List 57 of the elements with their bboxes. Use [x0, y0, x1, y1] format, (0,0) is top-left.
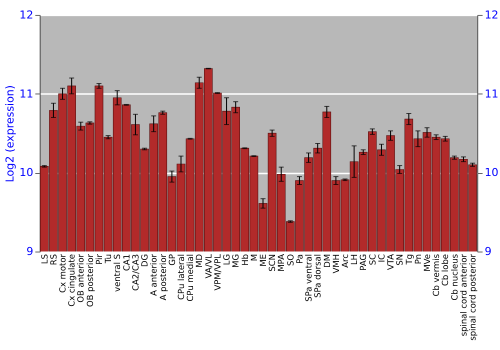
y2-tick-label: 10 — [484, 166, 499, 180]
x-tick-label: Tg — [404, 254, 414, 266]
x-tick-label: Cx motor — [58, 253, 68, 293]
x-tick-label: SCN — [267, 254, 278, 272]
x-tick-label: VMH — [330, 254, 341, 274]
x-tick-label: LH — [349, 254, 360, 266]
x-tick-label: CPu lateral — [176, 254, 186, 300]
x-tick-label: PAG — [358, 254, 368, 271]
y-tick-label: 11 — [19, 87, 34, 100]
x-tick-label: Cb lobe — [440, 254, 450, 286]
y2-tick-label: 12 — [484, 8, 498, 22]
x-tick-label: A posterior — [158, 253, 168, 300]
x-tick-label: MG — [230, 254, 241, 268]
x-tick-label: LS — [39, 254, 50, 264]
x-tick-label: VPM/VPL — [212, 254, 222, 291]
x-tick-label: M — [248, 254, 259, 262]
x-tick-label: VTA — [386, 254, 396, 270]
x-tick-label: CA1 — [121, 254, 132, 272]
x-tick-label: DG — [140, 254, 150, 268]
x-tick-label: Pir — [94, 253, 104, 265]
x-tick-label: CA2/CA3 — [130, 254, 140, 291]
y-axis-title: Log2 (expression) — [3, 85, 16, 182]
x-tick-label: A anterior — [148, 253, 159, 296]
x-tick-label: Cb nucleus — [449, 254, 460, 301]
x-tick-label: SN — [394, 254, 405, 266]
x-tick-label: SO — [285, 254, 296, 266]
x-tick-label: ME — [258, 254, 268, 267]
x-tick-label: Pn — [412, 254, 423, 264]
x-tick-label: VA/VL — [203, 254, 214, 278]
x-tick-label: spinal cord posterior — [468, 253, 478, 341]
y2-tick-label: 9 — [484, 245, 492, 258]
x-tick-label: Cx cingulate — [66, 254, 77, 307]
x-tick-label: LG — [222, 254, 232, 266]
x-tick-label: spinal cord anterior — [458, 253, 468, 336]
x-tick-label: MPA — [276, 254, 286, 272]
x-tick-label: Tu — [103, 254, 114, 264]
x-tick-label: SPa dorsal — [312, 254, 323, 298]
x-tick-label: IC — [376, 254, 386, 262]
x-tick-label: RS — [48, 254, 58, 266]
x-tick-label: CPu medial — [185, 254, 196, 302]
x-tick-label: GP — [166, 254, 177, 266]
x-tick-label: OB posterior — [84, 253, 95, 307]
x-tick-label: MD — [194, 254, 204, 268]
x-tick-label: SPa ventral — [304, 254, 314, 302]
y2-tick-label: 11 — [484, 87, 498, 100]
x-tick-label: ventral S — [112, 254, 122, 292]
x-tick-label: OB anterior — [76, 253, 86, 303]
x-tick-label: Arc — [340, 254, 350, 268]
y-tick-label: 12 — [19, 8, 34, 22]
y-tick-label: 9 — [26, 245, 34, 258]
x-tick-label: SC — [367, 254, 378, 266]
x-tick-label: DM — [322, 254, 332, 268]
x-tick-label: Pa — [294, 254, 304, 264]
y-tick-label: 10 — [19, 166, 34, 180]
x-tick-label: Hb — [240, 254, 250, 266]
x-tick-label: Cb vermis — [431, 254, 442, 296]
x-tick-label: MVe — [422, 254, 432, 272]
